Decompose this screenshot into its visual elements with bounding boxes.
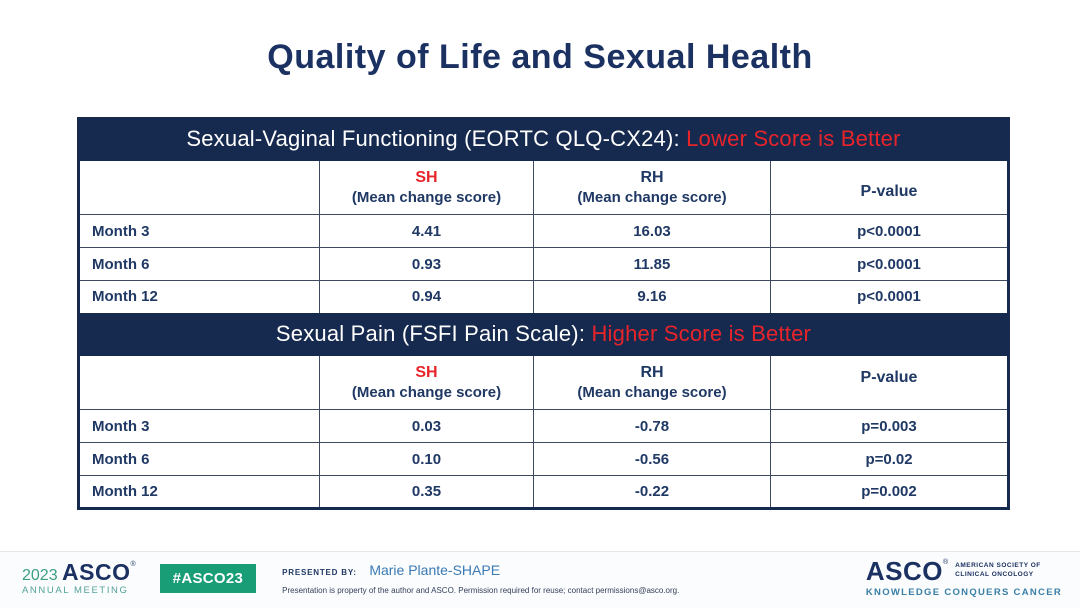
sh-value: 0.10 — [319, 442, 534, 476]
society-name-line2: CLINICAL ONCOLOGY — [955, 571, 1034, 579]
sh-sublabel: (Mean change score) — [351, 189, 502, 207]
sh-value: 0.35 — [319, 475, 534, 509]
section-header-sexual-vaginal-functioning: Sexual-Vaginal Functioning (EORTC QLQ-CX… — [77, 117, 1010, 161]
society-name-line1: AMERICAN SOCIETY OF — [955, 562, 1041, 570]
presenter-name: Marie Plante-SHAPE — [369, 561, 501, 578]
section-title-highlight: Higher Score is Better — [591, 321, 812, 346]
p-value: p<0.0001 — [770, 247, 1009, 281]
rh-sublabel: (Mean change score) — [577, 384, 727, 402]
col-header-sh: SH (Mean change score) — [319, 354, 534, 410]
rh-value: -0.22 — [533, 475, 771, 509]
qol-sexual-health-table: Sexual-Vaginal Functioning (EORTC QLQ-CX… — [77, 117, 1010, 510]
asco-annual-meeting-logo-top: 2023 ASCO® — [22, 558, 136, 585]
col-header-rh: RH (Mean change score) — [533, 159, 771, 215]
col-header-pvalue: P-value — [770, 354, 1009, 410]
society-name: AMERICAN SOCIETY OF CLINICAL ONCOLOGY — [955, 562, 1041, 580]
corner-cell — [78, 354, 320, 410]
p-value: p<0.0001 — [770, 214, 1009, 248]
column-header-row: SH (Mean change score) RH (Mean change s… — [78, 159, 1009, 215]
presented-by-label: PRESENTED BY: — [282, 567, 357, 577]
table-row: Month 6 0.10 -0.56 p=0.02 — [78, 442, 1009, 476]
row-label: Month 3 — [78, 409, 320, 443]
rh-value: -0.56 — [533, 442, 771, 476]
sh-label: SH — [415, 363, 438, 381]
asco-annual-meeting-logo: 2023 ASCO® ANNUAL MEETING — [22, 558, 136, 596]
table-row: Month 3 0.03 -0.78 p=0.003 — [78, 409, 1009, 443]
sh-value: 0.93 — [319, 247, 534, 281]
row-label: Month 12 — [78, 280, 320, 314]
rh-value: 9.16 — [533, 280, 771, 314]
table-row: Month 3 4.41 16.03 p<0.0001 — [78, 214, 1009, 248]
col-header-rh: RH (Mean change score) — [533, 354, 771, 410]
section-title-text: Sexual Pain (FSFI Pain Scale): — [275, 321, 586, 346]
registered-mark-icon: ® — [943, 559, 949, 567]
p-value: p=0.02 — [770, 442, 1009, 476]
table-row: Month 12 0.35 -0.22 p=0.002 — [78, 475, 1009, 509]
asco-society-logo: ASCO ® AMERICAN SOCIETY OF CLINICAL ONCOL… — [866, 558, 1062, 598]
sh-sublabel: (Mean change score) — [351, 384, 502, 402]
section-title-highlight: Lower Score is Better — [686, 126, 901, 152]
sh-value: 0.03 — [319, 409, 534, 443]
rh-sublabel: (Mean change score) — [577, 189, 727, 207]
permission-disclaimer: Presentation is property of the author a… — [282, 585, 680, 595]
slide-footer: 2023 ASCO® ANNUAL MEETING #ASCO23 PRESEN… — [0, 551, 1080, 608]
annual-meeting-label: ANNUAL MEETING — [22, 584, 129, 596]
section-title-text: Sexual-Vaginal Functioning (EORTC QLQ-CX… — [186, 126, 680, 152]
presented-by-block: PRESENTED BY: Marie Plante-SHAPE Present… — [282, 562, 679, 595]
rh-label: RH — [640, 168, 664, 186]
sh-value: 0.94 — [319, 280, 534, 314]
hashtag-badge: #ASCO23 — [159, 563, 257, 593]
page-title: Quality of Life and Sexual Health — [267, 38, 813, 76]
asco-wordmark: ASCO — [62, 558, 131, 585]
asco-society-logo-top: ASCO ® AMERICAN SOCIETY OF CLINICAL ONCOL… — [866, 558, 1062, 584]
meeting-year: 2023 — [22, 566, 58, 584]
registered-mark-icon: ® — [130, 560, 136, 568]
table-row: Month 12 0.94 9.16 p<0.0001 — [78, 280, 1009, 314]
sh-value: 4.41 — [319, 214, 534, 248]
section-title-cell: Sexual Pain (FSFI Pain Scale): Higher Sc… — [77, 312, 1010, 356]
p-value: p<0.0001 — [770, 280, 1009, 314]
pvalue-label: P-value — [860, 183, 918, 201]
corner-cell — [78, 159, 320, 215]
asco-tagline: KNOWLEDGE CONQUERS CANCER — [865, 587, 1062, 599]
pvalue-label: P-value — [860, 368, 918, 386]
presented-by-line: PRESENTED BY: Marie Plante-SHAPE — [282, 562, 679, 580]
col-header-pvalue: P-value — [770, 159, 1009, 215]
col-header-sh: SH (Mean change score) — [319, 159, 534, 215]
rh-value: -0.78 — [533, 409, 771, 443]
p-value: p=0.002 — [770, 475, 1009, 509]
asco-wordmark: ASCO — [865, 556, 943, 587]
row-label: Month 3 — [78, 214, 320, 248]
rh-value: 16.03 — [533, 214, 771, 248]
rh-label: RH — [640, 363, 664, 381]
sh-label: SH — [415, 168, 438, 186]
section-header-sexual-pain: Sexual Pain (FSFI Pain Scale): Higher Sc… — [77, 312, 1010, 356]
table-row: Month 6 0.93 11.85 p<0.0001 — [78, 247, 1009, 281]
row-label: Month 6 — [78, 247, 320, 281]
row-label: Month 6 — [78, 442, 320, 476]
section-title-cell: Sexual-Vaginal Functioning (EORTC QLQ-CX… — [77, 117, 1010, 161]
p-value: p=0.003 — [770, 409, 1009, 443]
rh-value: 11.85 — [533, 247, 771, 281]
column-header-row: SH (Mean change score) RH (Mean change s… — [78, 354, 1009, 410]
row-label: Month 12 — [78, 475, 320, 509]
